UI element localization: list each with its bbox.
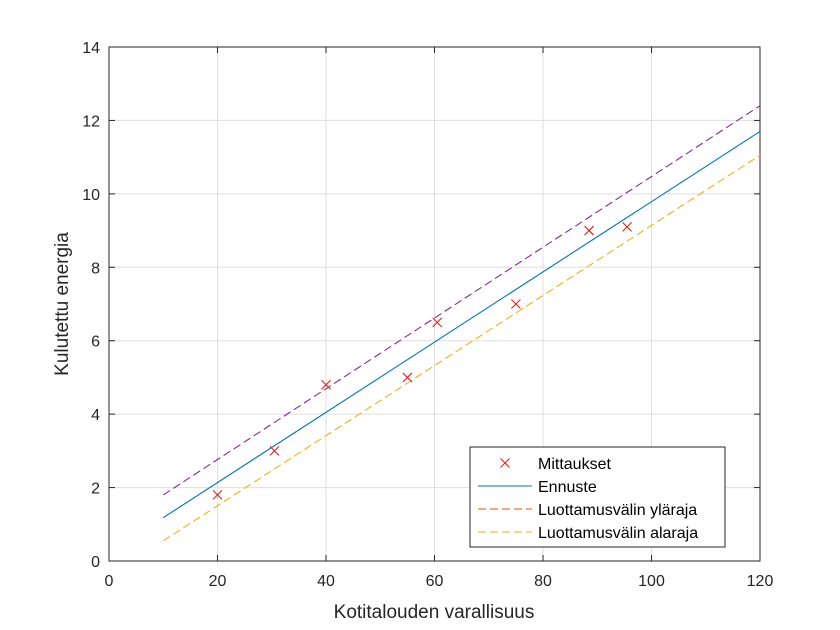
data-markers [212, 222, 632, 500]
y-tick-label: 10 [82, 187, 100, 204]
data-point [402, 372, 413, 383]
x-tick-label: 60 [426, 573, 444, 590]
x-tick-label: 100 [638, 573, 665, 590]
legend-label: Luottamusvälin yläraja [538, 502, 697, 519]
legend-label: Luottamusvälin alaraja [538, 525, 698, 542]
x-tick-label: 120 [747, 573, 774, 590]
x-axis-label: Kotitalouden varallisuus [334, 602, 535, 623]
y-tick-label: 14 [82, 40, 100, 57]
legend-box [469, 446, 726, 548]
legend-label: Mittaukset [538, 456, 611, 473]
y-tick-label: 0 [91, 554, 100, 571]
legend: Mittaukset Ennuste Luottamusvälin yläraja L… [469, 446, 726, 548]
legend-item-luottamusvalin-ylaraja: Luottamusvälin yläraja [478, 502, 697, 519]
y-tick-label: 12 [82, 113, 100, 130]
x-tick-label: 40 [317, 573, 335, 590]
x-tick-label: 0 [105, 573, 114, 590]
x-tick-label: 80 [534, 573, 552, 590]
x-tick-label: 20 [209, 573, 227, 590]
series-line-ennuste [162, 130, 761, 519]
data-point [321, 379, 331, 390]
y-axis-label: Kulutettu energia [52, 232, 73, 376]
data-point [510, 299, 521, 309]
data-point [432, 317, 443, 328]
data-point [269, 445, 280, 456]
data-point [584, 225, 595, 236]
y-tick-label: 6 [91, 334, 100, 351]
legend-item-ennuste: Ennuste [478, 479, 597, 496]
axis-ticks: 0 20 40 60 80 100 120 0 2 4 6 8 10 12 14 [82, 40, 773, 590]
y-tick-label: 4 [91, 407, 100, 424]
legend-label: Ennuste [538, 479, 597, 496]
y-tick-label: 2 [91, 481, 100, 498]
data-point [212, 490, 223, 500]
legend-item-mittaukset: Mittaukset [500, 456, 611, 473]
grid [109, 47, 760, 561]
series-line-luottamusvalin-alaraja [162, 154, 761, 542]
series-line-luottamusvalin-ylaraja [162, 105, 761, 496]
data-point [622, 222, 632, 232]
series-lines [162, 105, 761, 542]
y-tick-label: 8 [91, 260, 100, 277]
legend-item-luottamusvalin-alaraja: Luottamusvälin alaraja [478, 525, 698, 542]
